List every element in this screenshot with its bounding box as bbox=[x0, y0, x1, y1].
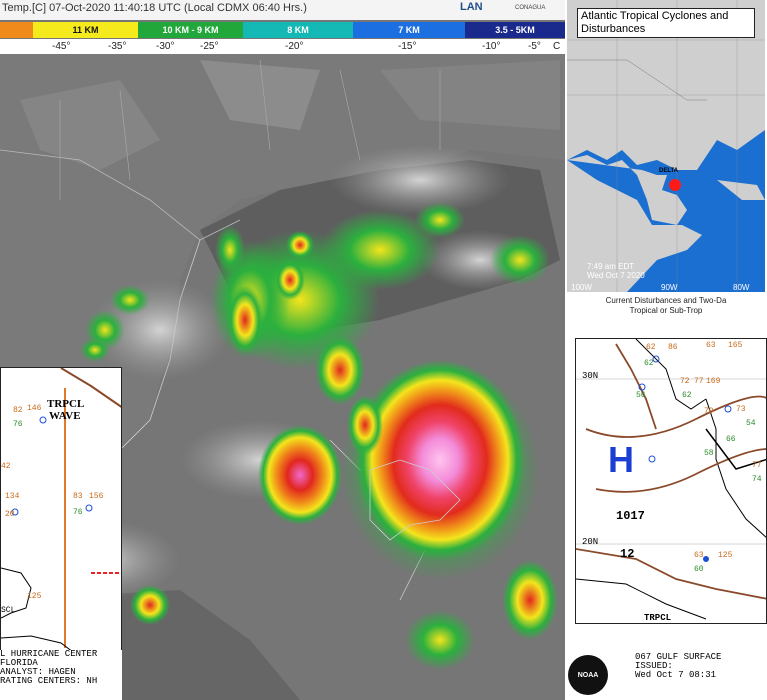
obs-value: 86 bbox=[668, 343, 678, 352]
high-pressure-label: H bbox=[608, 439, 634, 480]
lat-label-20: 20N bbox=[582, 537, 599, 547]
obs-value: 62 bbox=[646, 343, 656, 352]
obs-value: 62 bbox=[644, 359, 654, 368]
scale-label: -35° bbox=[108, 41, 127, 52]
caption-line: Tropical or Sub-Trop bbox=[629, 306, 703, 315]
pressure-value: 1017 bbox=[616, 509, 645, 523]
obs-value: 62 bbox=[682, 391, 692, 400]
obs-value: 63 bbox=[694, 551, 704, 560]
nhc-map-graphic bbox=[567, 0, 765, 292]
lat-label-30: 30N bbox=[582, 371, 599, 381]
obs-value: 42 bbox=[1, 462, 11, 471]
footer-line: RATING CENTERS: NH bbox=[0, 676, 98, 686]
footer-line: ISSUED: bbox=[635, 661, 673, 671]
lan-logo: LAN bbox=[460, 1, 483, 13]
scale-label: -45° bbox=[52, 41, 71, 52]
nhc-title: Atlantic Tropical Cyclones and Disturban… bbox=[577, 8, 755, 38]
scale-label: -25° bbox=[200, 41, 219, 52]
obs-value: 165 bbox=[728, 341, 743, 350]
obs-value: 83 bbox=[73, 492, 83, 501]
color-bar-segment-0 bbox=[0, 22, 33, 38]
footer-line: FLORIDA bbox=[0, 658, 38, 668]
left-analysis-inset: TRPCL WAVE 82 146 76 42 83 156 76 134 20… bbox=[0, 367, 122, 700]
obs-value: 54 bbox=[746, 419, 756, 428]
color-bar-segment-4: 7 KM bbox=[353, 22, 465, 38]
wave-label-2: WAVE bbox=[49, 410, 81, 422]
obs-value: 72 bbox=[680, 377, 690, 386]
color-bar-segment-5: 3.5 - 5KM bbox=[465, 22, 565, 38]
nhc-caption: Current Disturbances and Two-Da Tropical… bbox=[565, 296, 767, 318]
lon-label: 90W bbox=[661, 283, 678, 292]
obs-value: 77 bbox=[752, 461, 762, 470]
obs-value: 63 bbox=[706, 341, 716, 350]
storm-label: DELTA bbox=[659, 168, 679, 174]
color-bar-label-4: 7 KM bbox=[398, 25, 420, 35]
gulf-analysis-footer: NOAA 067 GULF SURFACE ISSUED: Wed Oct 7 … bbox=[565, 625, 767, 700]
scale-label: C bbox=[553, 41, 561, 52]
satellite-map: Temp.[C] 07-Oct-2020 11:40:18 UTC (Local… bbox=[0, 0, 565, 700]
nhc-outlook-map bbox=[567, 0, 765, 292]
obs-value: 125 bbox=[27, 592, 42, 601]
scale-label: -5° bbox=[528, 41, 541, 52]
conagua-logo: CONAGUA bbox=[515, 5, 546, 11]
header-title: Temp.[C] 07-Oct-2020 11:40:18 UTC (Local… bbox=[2, 2, 307, 14]
scale-label: -10° bbox=[482, 41, 501, 52]
lon-label: 100W bbox=[571, 283, 592, 292]
caption-line: Current Disturbances and Two-Da bbox=[605, 296, 727, 305]
pressure-value: 12 bbox=[620, 547, 635, 561]
scale-label: -20° bbox=[285, 41, 304, 52]
color-bar-segment-1: 11 KM bbox=[33, 22, 138, 38]
color-bar-label-3: 8 KM bbox=[287, 25, 309, 35]
color-bar-segment-3: 8 KM bbox=[243, 22, 353, 38]
obs-value: 66 bbox=[726, 435, 736, 444]
obs-value: 60 bbox=[694, 565, 704, 574]
nhc-outlook-panel: Atlantic Tropical Cyclones and Disturban… bbox=[565, 0, 767, 296]
obs-value: 76 bbox=[73, 508, 83, 517]
obs-value: 20 bbox=[5, 510, 15, 519]
header-bar: Temp.[C] 07-Oct-2020 11:40:18 UTC (Local… bbox=[0, 0, 565, 20]
footer-line: 067 GULF SURFACE bbox=[635, 652, 722, 662]
gulf-footer-text: 067 GULF SURFACE ISSUED: Wed Oct 7 08:31 bbox=[635, 653, 721, 680]
obs-value: 82 bbox=[13, 406, 23, 415]
left-inset-footer: L HURRICANE CENTER FLORIDA ANALYST: HAGE… bbox=[0, 650, 122, 700]
obs-value: 76 bbox=[13, 420, 23, 429]
obs-value: 79 bbox=[704, 407, 714, 416]
obs-value: 156 bbox=[89, 492, 104, 501]
color-bar-label-2: 10 KM - 9 KM bbox=[162, 25, 219, 35]
noaa-logo: NOAA bbox=[568, 655, 608, 695]
obs-value: 146 bbox=[27, 404, 42, 413]
nhc-date: Wed Oct 7 2020 bbox=[587, 271, 645, 280]
scale-label: -30° bbox=[156, 41, 175, 52]
color-bar-label-1: 11 KM bbox=[72, 25, 99, 35]
gulf-surface-analysis: 30N 20N H 1017 12 TRPCL 62 86 63 165 62 … bbox=[575, 338, 767, 624]
obs-value: 73 bbox=[736, 405, 746, 414]
nhc-timestamp: 7:49 am EDT Wed Oct 7 2020 bbox=[587, 262, 645, 280]
footer-line: ANALYST: HAGEN bbox=[0, 667, 76, 677]
obs-value: 77 bbox=[694, 377, 704, 386]
obs-value: 125 bbox=[718, 551, 733, 560]
footer-line: Wed Oct 7 08:31 bbox=[635, 670, 717, 680]
obs-value: 169 bbox=[706, 377, 721, 386]
scale-label: -15° bbox=[398, 41, 417, 52]
obs-value: 74 bbox=[752, 475, 762, 484]
trpcl-label: TRPCL bbox=[644, 613, 672, 623]
obs-value: 56 bbox=[636, 391, 646, 400]
obs-value: SCL bbox=[1, 606, 16, 615]
color-bar-segment-2: 10 KM - 9 KM bbox=[138, 22, 243, 38]
lon-label: 80W bbox=[733, 283, 750, 292]
obs-value: 58 bbox=[704, 449, 714, 458]
wave-label-1: TRPCL bbox=[47, 398, 85, 410]
obs-value: 134 bbox=[5, 492, 20, 501]
satellite-imagery bbox=[0, 59, 560, 700]
temperature-scale: -45° -35° -30° -25° -20° -15° -10° -5° C bbox=[0, 39, 565, 54]
gulf-analysis-lines bbox=[576, 339, 766, 620]
footer-line: L HURRICANE CENTER bbox=[0, 649, 98, 659]
color-bar-label-5: 3.5 - 5KM bbox=[495, 25, 535, 35]
nhc-time: 7:49 am EDT bbox=[587, 262, 635, 271]
